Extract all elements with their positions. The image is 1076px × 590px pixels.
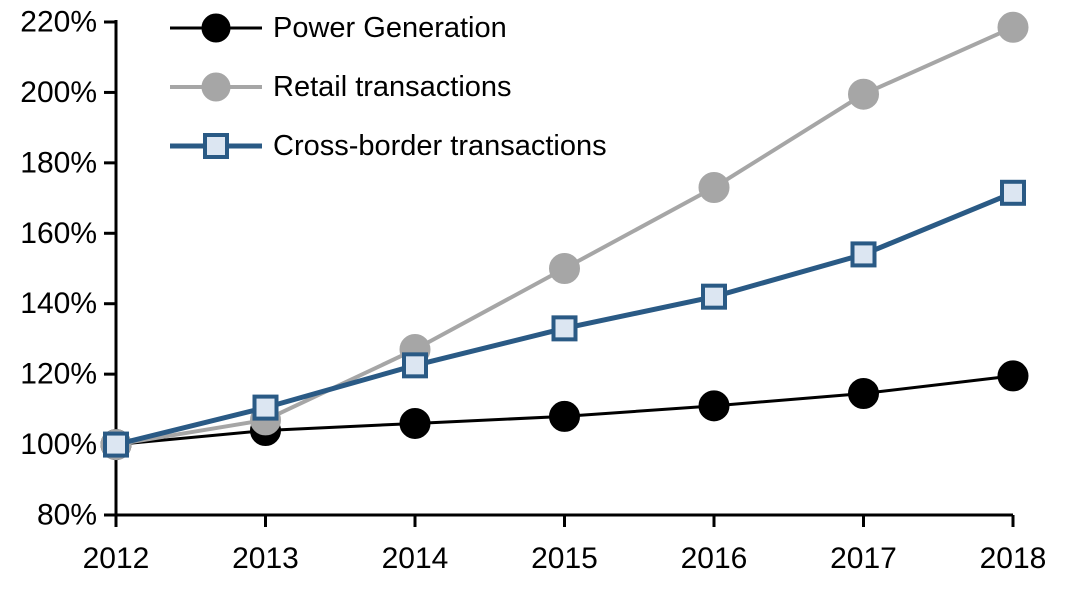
data-point-marker bbox=[399, 407, 431, 439]
data-point-marker bbox=[698, 172, 730, 204]
legend-label: Cross-border transactions bbox=[273, 129, 607, 162]
legend-circle-marker bbox=[201, 72, 231, 102]
legend-item-retail-transactions: Retail transactions bbox=[170, 67, 607, 107]
data-point-marker bbox=[698, 390, 730, 422]
legend-marker-cross-border-transactions-icon bbox=[170, 133, 262, 159]
y-axis-label: 100% bbox=[20, 428, 97, 461]
data-point-marker bbox=[103, 431, 129, 458]
series-cross-border-transactions bbox=[103, 179, 1026, 458]
legend-square-marker bbox=[203, 133, 229, 159]
y-axis-label: 200% bbox=[20, 76, 97, 109]
data-point-marker bbox=[701, 283, 727, 310]
x-axis-label: 2012 bbox=[83, 542, 150, 575]
x-axis-label: 2016 bbox=[681, 542, 748, 575]
data-point-marker bbox=[848, 78, 879, 110]
legend: Power Generation Retail transactions Cross… bbox=[170, 8, 607, 185]
y-axis-label: 80% bbox=[37, 499, 97, 532]
x-axis-label: 2014 bbox=[382, 542, 449, 575]
data-point-marker bbox=[850, 241, 877, 268]
legend-label: Retail transactions bbox=[273, 70, 512, 103]
legend-item-cross-border-transactions: Cross-border transactions bbox=[170, 126, 607, 166]
data-point-marker bbox=[402, 352, 428, 379]
x-axis-label: 2015 bbox=[531, 542, 598, 575]
data-point-marker bbox=[997, 360, 1029, 392]
data-point-marker bbox=[549, 400, 580, 432]
y-axis-label: 220% bbox=[20, 6, 97, 39]
y-axis-label: 140% bbox=[20, 287, 97, 320]
legend-marker-retail-transactions-icon bbox=[170, 72, 262, 102]
y-axis-label: 180% bbox=[20, 146, 97, 179]
y-axis-label: 120% bbox=[20, 358, 97, 391]
legend-circle-marker bbox=[201, 13, 231, 43]
data-point-marker bbox=[997, 11, 1029, 43]
data-point-marker bbox=[848, 378, 879, 410]
y-axis-label: 160% bbox=[20, 217, 97, 250]
legend-marker-power-generation-icon bbox=[170, 13, 262, 43]
x-axis-label: 2018 bbox=[980, 542, 1047, 575]
data-point-marker bbox=[1000, 179, 1026, 206]
series-power-generation bbox=[100, 360, 1029, 461]
legend-label: Power Generation bbox=[273, 11, 507, 44]
data-point-marker bbox=[252, 394, 279, 421]
data-point-marker bbox=[549, 253, 580, 284]
x-axis-label: 2017 bbox=[830, 542, 897, 575]
x-axis-label: 2013 bbox=[232, 542, 299, 575]
legend-item-power-generation: Power Generation bbox=[170, 8, 607, 48]
data-point-marker bbox=[551, 315, 578, 342]
